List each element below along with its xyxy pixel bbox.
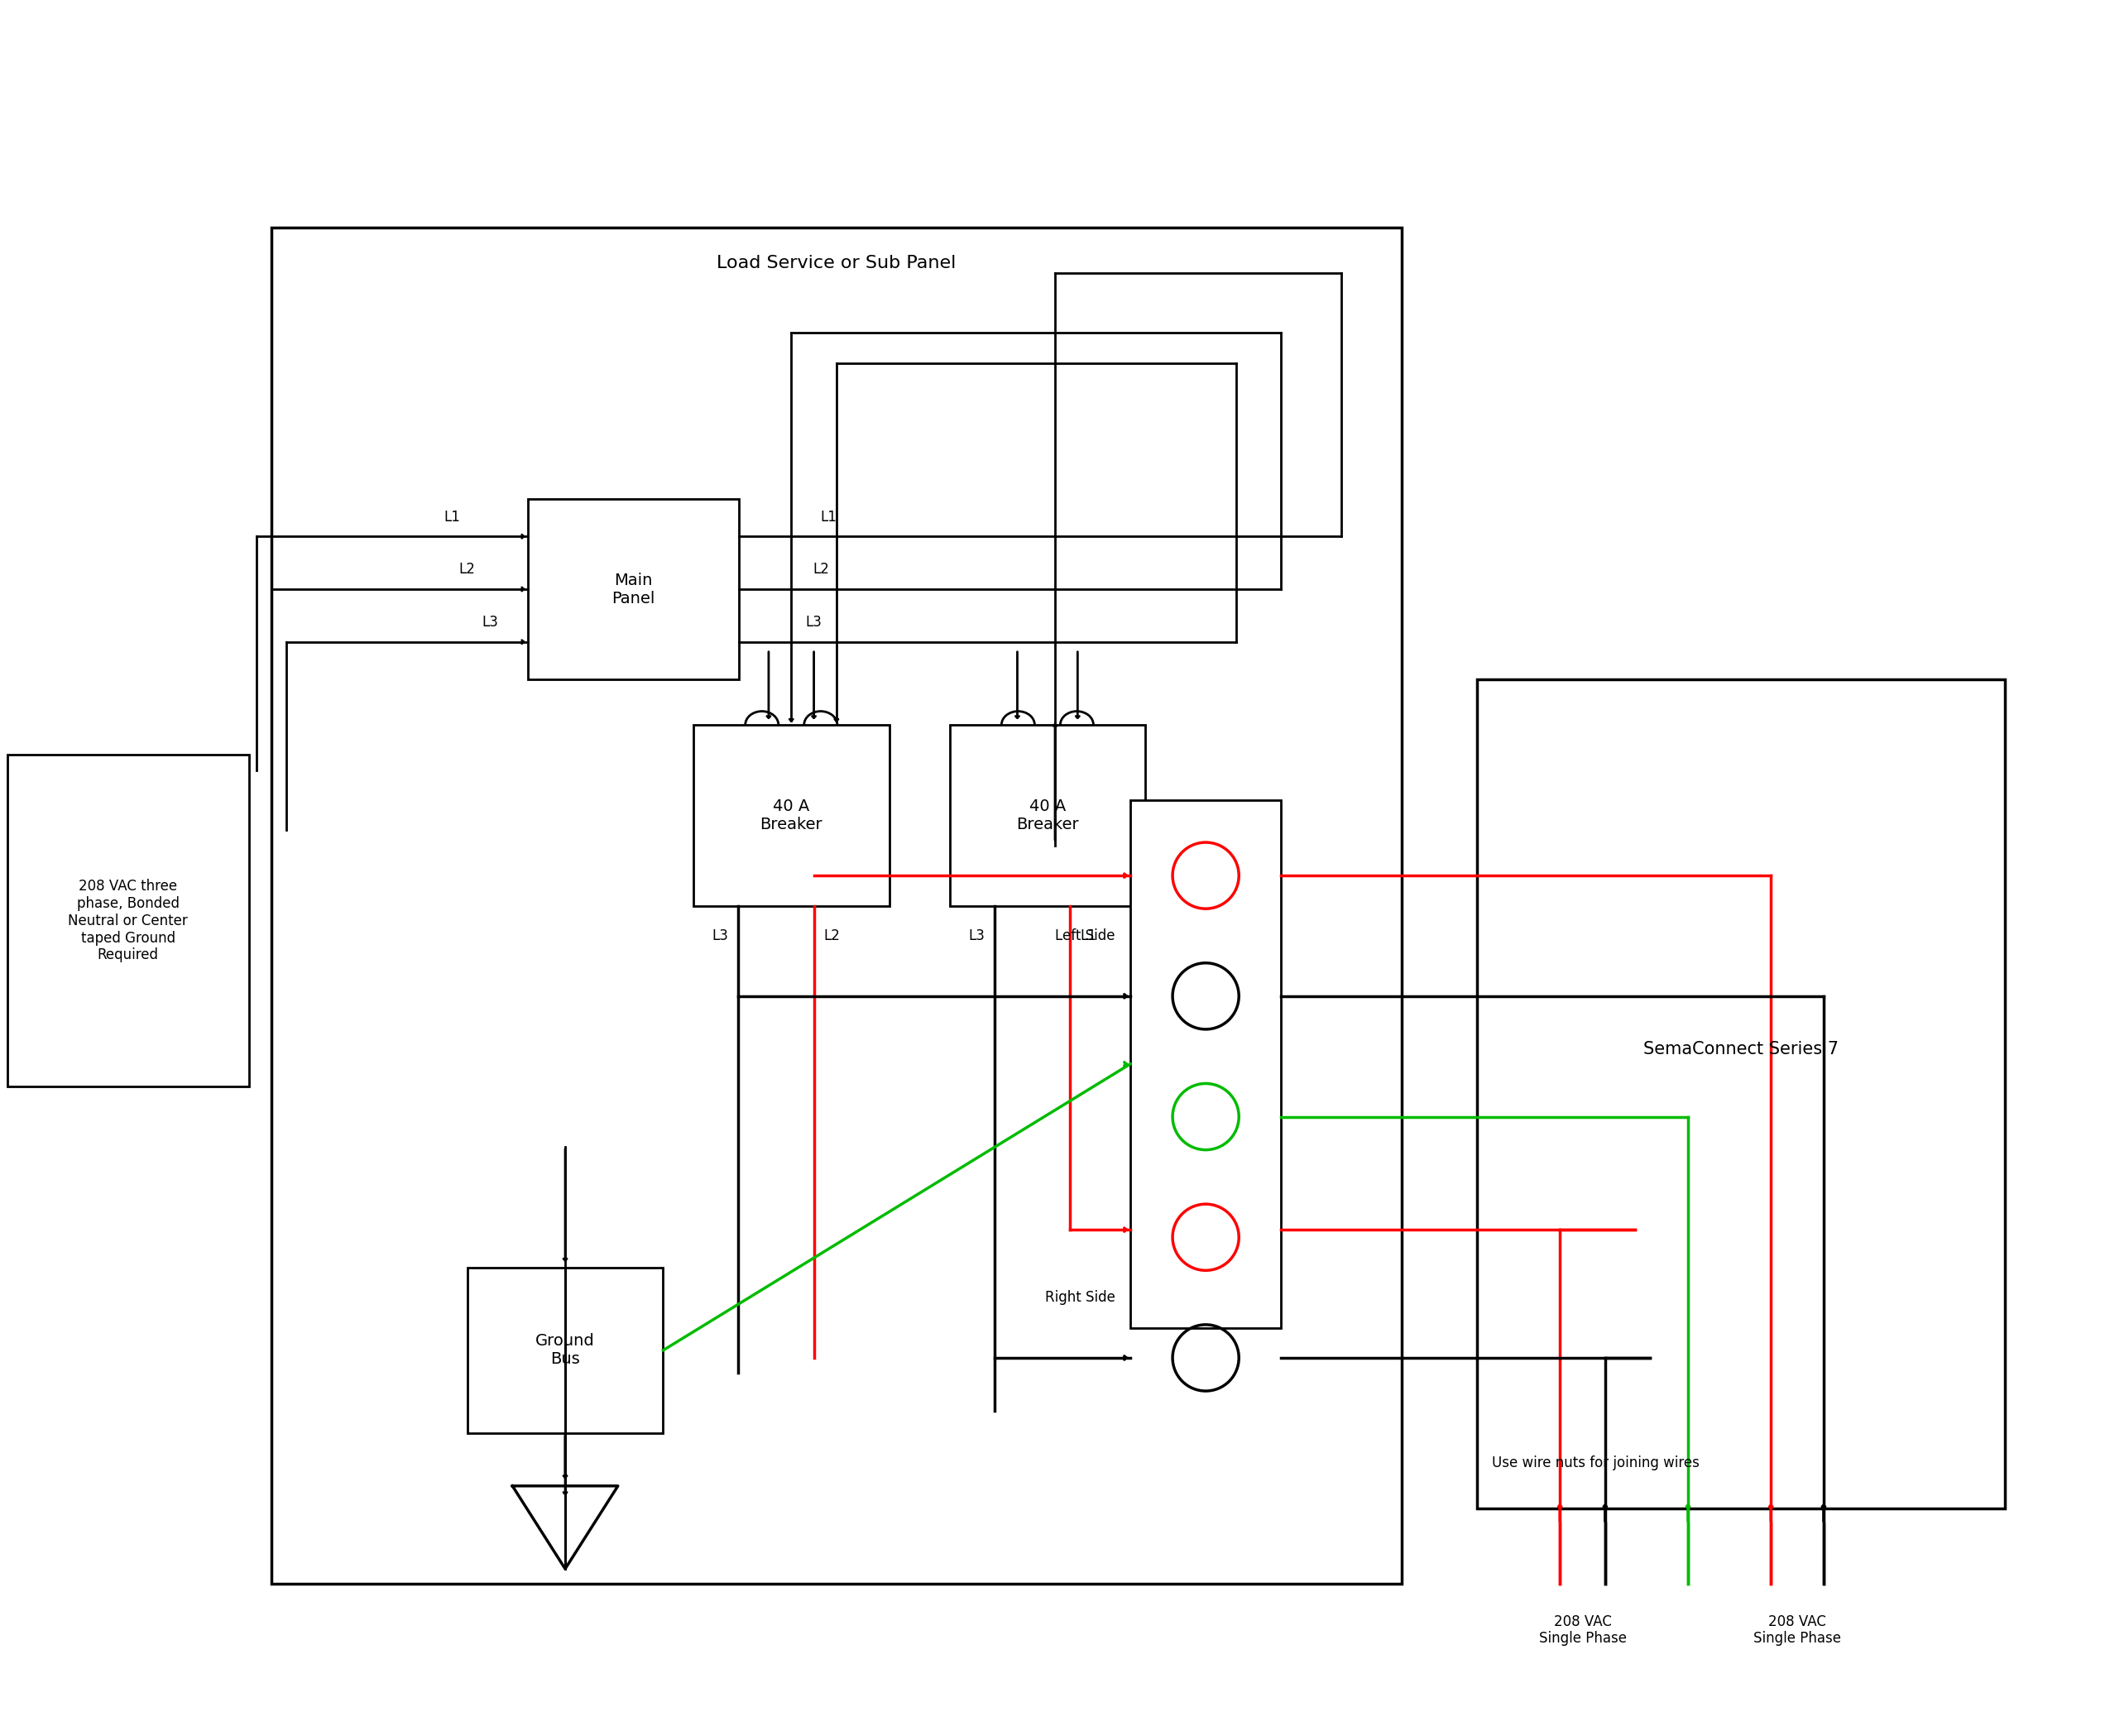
Text: L1: L1 <box>443 509 460 524</box>
Text: L2: L2 <box>460 562 475 576</box>
Text: Left Side: Left Side <box>1055 929 1116 943</box>
Text: Right Side: Right Side <box>1044 1290 1116 1305</box>
Text: L3: L3 <box>481 615 498 630</box>
Text: L3: L3 <box>968 929 985 943</box>
Text: L2: L2 <box>812 562 829 576</box>
FancyBboxPatch shape <box>949 726 1146 906</box>
FancyBboxPatch shape <box>694 726 888 906</box>
FancyBboxPatch shape <box>1477 679 2004 1509</box>
Text: Use wire nuts for joining wires: Use wire nuts for joining wires <box>1492 1457 1701 1470</box>
Text: L2: L2 <box>823 929 840 943</box>
Text: L1: L1 <box>821 509 838 524</box>
Text: 40 A
Breaker: 40 A Breaker <box>760 799 823 832</box>
Text: Ground
Bus: Ground Bus <box>536 1333 595 1368</box>
Text: L3: L3 <box>713 929 728 943</box>
Text: L3: L3 <box>806 615 823 630</box>
Text: SemaConnect Series 7: SemaConnect Series 7 <box>1644 1040 1838 1057</box>
Text: 208 VAC three
phase, Bonded
Neutral or Center
taped Ground
Required: 208 VAC three phase, Bonded Neutral or C… <box>68 878 188 963</box>
FancyBboxPatch shape <box>272 227 1401 1583</box>
FancyBboxPatch shape <box>1131 800 1281 1328</box>
Text: Load Service or Sub Panel: Load Service or Sub Panel <box>717 255 956 271</box>
Text: 208 VAC
Single Phase: 208 VAC Single Phase <box>1538 1614 1627 1646</box>
Text: 40 A
Breaker: 40 A Breaker <box>1017 799 1078 832</box>
FancyBboxPatch shape <box>528 498 738 679</box>
Text: 208 VAC
Single Phase: 208 VAC Single Phase <box>1753 1614 1842 1646</box>
FancyBboxPatch shape <box>466 1267 663 1434</box>
FancyBboxPatch shape <box>8 755 249 1087</box>
Text: Main
Panel: Main Panel <box>612 573 654 606</box>
Text: L1: L1 <box>1080 929 1097 943</box>
